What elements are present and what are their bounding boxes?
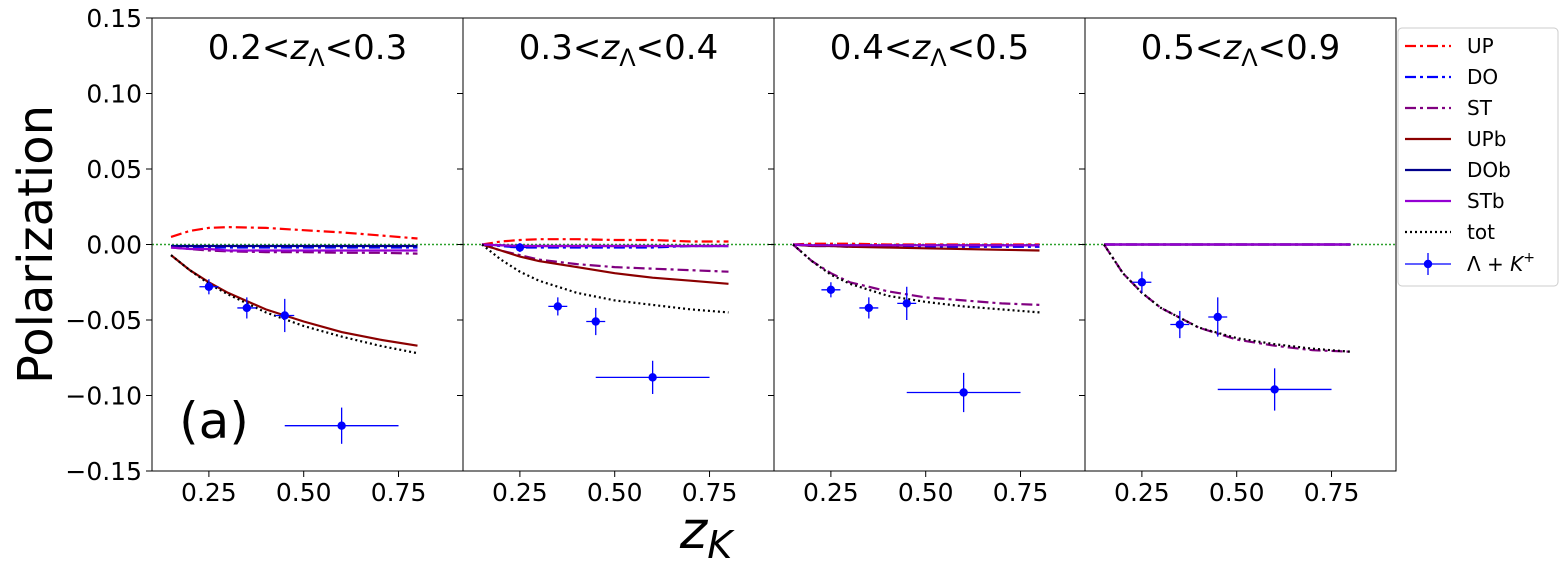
data-point <box>1137 278 1147 287</box>
data-point <box>204 282 214 291</box>
curve-up <box>170 225 418 240</box>
data-point <box>959 388 968 397</box>
x-axis-label: zK <box>679 501 735 564</box>
data-point <box>902 299 911 308</box>
y-axis-label: Polarization <box>8 105 64 384</box>
data-point <box>864 303 874 313</box>
y-tick-label: 0.15 <box>86 4 142 33</box>
data-point <box>337 421 346 430</box>
curve-st <box>792 243 1040 306</box>
y-tick-label: 0.10 <box>86 80 142 109</box>
legend-label-dob: DOb <box>1467 158 1511 182</box>
legend-label-up: UP <box>1467 34 1494 58</box>
curve-tot <box>1103 243 1351 353</box>
panel-4: 0.25 0.50 0.75 0.5<zΛ<0.9 <box>1079 17 1397 507</box>
panel-3: 0.25 0.50 0.75 0.4<zΛ<0.5 <box>768 17 1086 507</box>
x-tick-label: 0.50 <box>898 478 954 507</box>
data-point <box>280 311 289 320</box>
data-point <box>648 373 657 382</box>
legend-data-marker <box>1423 259 1433 269</box>
data-point <box>826 285 836 294</box>
legend-label-stb: STb <box>1467 189 1505 213</box>
curve-tot <box>481 243 729 314</box>
curve-stb <box>170 246 418 252</box>
curve-st <box>1103 243 1351 353</box>
curve-stb <box>481 243 729 248</box>
legend-frame <box>1397 27 1559 287</box>
x-tick-label: 0.25 <box>181 478 237 507</box>
y-tick-label: 0.05 <box>86 155 142 184</box>
y-tick-label: 0.00 <box>86 231 142 260</box>
y-tick-label: −0.15 <box>65 457 142 486</box>
x-tick-label: 0.25 <box>1114 478 1170 507</box>
panel-1: −0.15 −0.10 −0.05 0.00 0.05 0.10 0.15 0.25 0.50 0… <box>65 4 464 507</box>
panel-title: 0.3<zΛ<0.4 <box>519 28 718 72</box>
x-tick-label: 0.50 <box>276 478 332 507</box>
x-tick-label: 0.25 <box>492 478 548 507</box>
x-tick-label: 0.75 <box>371 478 427 507</box>
panel-2: 0.25 0.50 0.75 0.3<zΛ<0.4 <box>457 17 775 507</box>
legend-label-upb: UPb <box>1467 127 1506 151</box>
panel-title: 0.5<zΛ<0.9 <box>1141 28 1340 72</box>
curve-up <box>481 238 729 246</box>
x-tick-label: 0.75 <box>682 478 738 507</box>
panel-title: 0.2<zΛ<0.3 <box>208 28 407 72</box>
legend-label-data: Λ + K+ <box>1467 250 1535 276</box>
y-tick-label: −0.10 <box>65 382 142 411</box>
legend: UP DO ST UPb DOb STb tot Λ + K+ <box>1397 27 1559 287</box>
curve-stb <box>792 243 1040 247</box>
legend-label-do: DO <box>1467 65 1498 89</box>
x-tick-label: 0.50 <box>1209 478 1265 507</box>
curve-upb <box>481 243 729 285</box>
data-point <box>1270 385 1279 394</box>
data-point <box>1213 312 1222 322</box>
x-tick-label: 0.75 <box>1304 478 1360 507</box>
data-point <box>553 302 563 311</box>
data-point <box>1175 320 1185 329</box>
x-tick-label: 0.50 <box>587 478 643 507</box>
x-tick-label: 0.75 <box>993 478 1049 507</box>
legend-label-tot: tot <box>1467 220 1495 244</box>
data-point <box>242 303 252 313</box>
curve-upb <box>170 254 418 347</box>
panel-letter: (a) <box>179 392 249 450</box>
data-point <box>515 243 525 252</box>
curve-tot <box>792 243 1040 314</box>
panel-title: 0.4<zΛ<0.5 <box>830 28 1029 72</box>
curve-tot <box>170 254 418 355</box>
legend-label-st: ST <box>1467 96 1493 120</box>
y-tick-label: −0.05 <box>65 306 142 335</box>
data-point <box>591 317 600 326</box>
x-tick-label: 0.25 <box>803 478 859 507</box>
